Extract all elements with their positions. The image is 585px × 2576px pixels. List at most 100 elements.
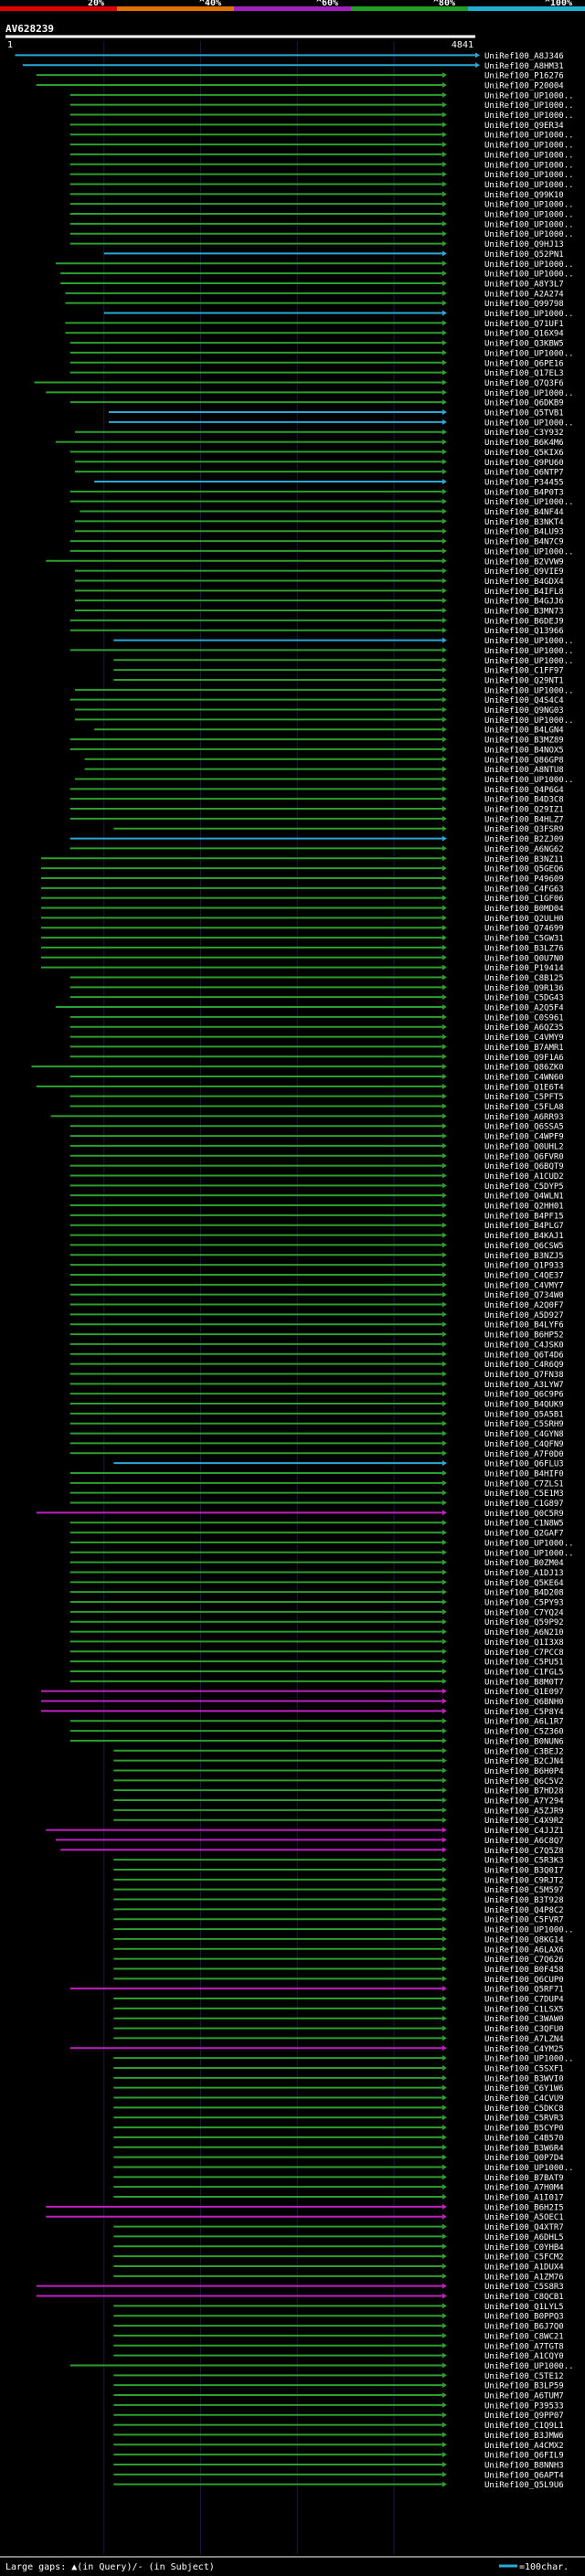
- hit-label: UniRef100_Q1E6T4: [484, 1083, 564, 1092]
- hit-bar-arrow: [441, 2263, 447, 2269]
- hit-label: UniRef100_C4GYN8: [484, 1430, 564, 1439]
- hit-label: UniRef100_B6DEJ9: [484, 617, 564, 626]
- hit-label: UniRef100_C4CVU9: [484, 2094, 564, 2104]
- hit-label: UniRef100_A1ZM76: [484, 2273, 564, 2282]
- hit-label: UniRef100_A1DJ13: [484, 1569, 564, 1578]
- hit-bar-arrow: [441, 2342, 447, 2348]
- hit-label: UniRef100_C5PFT5: [484, 1093, 564, 1102]
- hit-label: UniRef100_A6N210: [484, 1628, 564, 1638]
- hit-bar-arrow: [441, 2035, 447, 2041]
- hit-label: UniRef100_Q4S4C4: [484, 696, 564, 705]
- hit-bar-arrow: [441, 72, 447, 79]
- hit-label: UniRef100_Q734W0: [484, 1291, 564, 1300]
- hit-bar-arrow: [441, 1787, 447, 1794]
- hit-label: UniRef100_A6L1R7: [484, 1718, 564, 1727]
- hit-bar-arrow: [441, 1311, 447, 1318]
- hit-label: UniRef100_Q2ULH0: [484, 915, 564, 924]
- hit-bar-arrow: [441, 300, 447, 306]
- identity-scale-segment: [468, 6, 585, 11]
- hit-bar-arrow: [441, 2115, 447, 2121]
- hit-bar-arrow: [441, 1876, 447, 1882]
- hit-label: UniRef100_UP1000..: [484, 419, 574, 428]
- hit-label: UniRef100_UP1000..: [484, 270, 574, 280]
- hit-label: UniRef100_C1LSX5: [484, 2005, 564, 2014]
- identity-scale-segment: [234, 6, 351, 11]
- hit-bar-arrow: [441, 2144, 447, 2150]
- hit-bar-arrow: [441, 1926, 447, 1933]
- hit-bar-arrow: [441, 1361, 447, 1367]
- hit-label: UniRef100_C4WPF9: [484, 1133, 564, 1142]
- hit-label: UniRef100_A7LZN4: [484, 2035, 564, 2044]
- hit-bar-arrow: [441, 498, 447, 504]
- hit-bar-arrow: [441, 1232, 447, 1238]
- hit-label: UniRef100_B0PPQ3: [484, 2313, 564, 2322]
- hit-bar-arrow: [441, 1212, 447, 1218]
- hit-bar-arrow: [441, 1469, 447, 1476]
- hit-bar-arrow: [441, 1291, 447, 1298]
- hit-label: UniRef100_A8HM31: [484, 62, 564, 71]
- hit-bar-arrow: [441, 1549, 447, 1555]
- hit-label: UniRef100_C5E1M3: [484, 1489, 564, 1499]
- hit-bar-arrow: [441, 2213, 447, 2220]
- hit-label: UniRef100_UP1000..: [484, 637, 574, 646]
- hit-bar-arrow: [441, 2283, 447, 2289]
- hit-label: UniRef100_UP1000..: [484, 230, 574, 239]
- hit-bar-arrow: [441, 984, 447, 991]
- hit-label: UniRef100_Q6FLU3: [484, 1460, 564, 1469]
- hit-bar-arrow: [441, 1608, 447, 1615]
- hit-label: UniRef100_C7Q626: [484, 1956, 564, 1965]
- hit-bar-arrow: [441, 1579, 447, 1585]
- hit-bar-arrow: [441, 161, 447, 167]
- hit-bar-arrow: [441, 1371, 447, 1377]
- hit-bar-arrow: [441, 478, 447, 484]
- hit-bar-arrow: [441, 2442, 447, 2448]
- hit-bar-arrow: [441, 925, 447, 931]
- hit-bar-arrow: [441, 528, 447, 535]
- hit-bar-arrow: [441, 825, 447, 832]
- hit-label: UniRef100_C0S961: [484, 1013, 564, 1023]
- hit-bar-arrow: [441, 1896, 447, 1903]
- hit-label: UniRef100_B8NNH3: [484, 2461, 564, 2470]
- hit-bar-arrow: [441, 2243, 447, 2250]
- hit-label: UniRef100_C1FF97: [484, 667, 564, 676]
- hit-label: UniRef100_UP1000..: [484, 349, 574, 358]
- identity-scale-label: ^40%: [199, 0, 221, 8]
- hit-bar-arrow: [441, 1986, 447, 1992]
- hit-label: UniRef100_B3NZ11: [484, 855, 564, 864]
- hit-bar-arrow: [441, 409, 447, 416]
- hit-label: UniRef100_C4VMY7: [484, 1281, 564, 1290]
- hit-bar-arrow: [441, 538, 447, 545]
- hit-bar-arrow: [441, 2174, 447, 2180]
- hit-bar-arrow: [441, 1886, 447, 1892]
- hit-label: UniRef100_Q9PP07: [484, 2412, 564, 2421]
- hit-label: UniRef100_C8WC21: [484, 2332, 564, 2341]
- hit-label: UniRef100_C7PCC8: [484, 1648, 564, 1658]
- hit-bar-arrow: [441, 1688, 447, 1694]
- hit-bar-arrow: [441, 1737, 447, 1744]
- hit-label: UniRef100_Q6BQT9: [484, 1162, 564, 1171]
- hit-bar-arrow: [441, 1123, 447, 1129]
- hit-bar-arrow: [441, 2005, 447, 2011]
- hit-label: UniRef100_P16276: [484, 72, 564, 81]
- hit-label: UniRef100_A1DUX4: [484, 2263, 564, 2272]
- hit-label: UniRef100_A8Y3L7: [484, 280, 564, 289]
- hit-label: UniRef100_B4QUK9: [484, 1401, 564, 1410]
- identity-scale-segment: [0, 6, 117, 11]
- hit-bar-arrow: [441, 1559, 447, 1565]
- hit-label: UniRef100_Q5RF71: [484, 1986, 564, 1995]
- hit-bar-arrow: [441, 1113, 447, 1119]
- hit-bar-arrow: [441, 508, 447, 514]
- hit-label: UniRef100_B4PLG7: [484, 1222, 564, 1231]
- hit-bar-arrow: [441, 1450, 447, 1457]
- hit-label: UniRef100_UP1000..: [484, 171, 574, 180]
- hit-bar-arrow: [441, 1073, 447, 1079]
- hit-label: UniRef100_Q6CSW5: [484, 1242, 564, 1251]
- hit-label: UniRef100_UP1000..: [484, 389, 574, 398]
- hit-bar-arrow: [441, 250, 447, 257]
- hit-bar-arrow: [441, 588, 447, 594]
- hit-bar-arrow: [441, 320, 447, 326]
- hit-label: UniRef100_B4KAJ1: [484, 1232, 564, 1241]
- hit-label: UniRef100_A6DHL5: [484, 2233, 564, 2242]
- hit-bar-arrow: [441, 449, 447, 455]
- hit-label: UniRef100_Q2GAF7: [484, 1530, 564, 1539]
